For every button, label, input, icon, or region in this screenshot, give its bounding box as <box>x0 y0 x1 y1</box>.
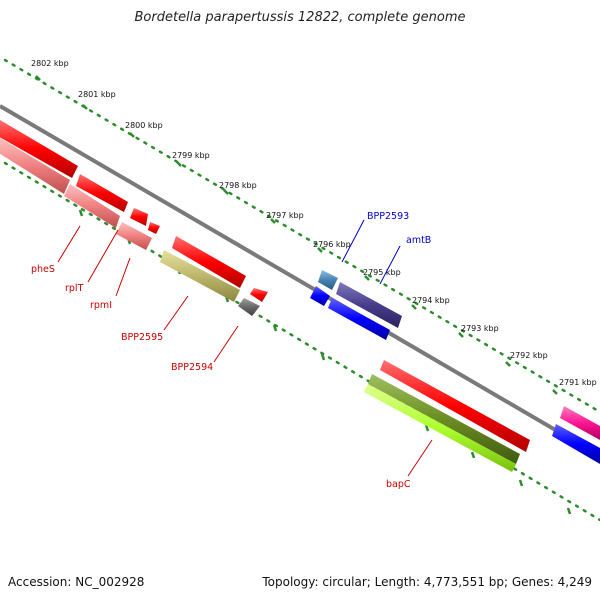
gene-bapC-arrow <box>380 360 530 452</box>
label-pheS: pheS <box>31 264 55 275</box>
accession-text: Accession: NC_002928 <box>8 575 145 589</box>
gene-blue-long <box>328 298 390 340</box>
gene-small-red-1 <box>130 208 148 226</box>
scale-label-2792: 2792 kbp <box>510 351 548 360</box>
gene-red-2795 <box>250 288 268 302</box>
gene-amtB-arrow <box>336 282 402 328</box>
gene-blue-small <box>310 286 330 306</box>
gene-olive-arrow <box>368 374 520 464</box>
gene-red-2796 <box>172 236 246 288</box>
scale-ticks <box>35 75 558 395</box>
scale-label-2791: 2791 kbp <box>559 378 597 387</box>
scale-label-2802: 2802 kbp <box>31 59 69 68</box>
gene-blue-right <box>552 424 600 464</box>
label-rplT: rplT <box>65 283 84 294</box>
gene-lime-arrow <box>364 384 516 472</box>
gene-salmon-3 <box>116 222 152 250</box>
scale-label-2799: 2799 kbp <box>172 151 210 160</box>
topology-text: Topology: circular; Length: 4,773,551 bp… <box>262 575 592 589</box>
scale-label-2798: 2798 kbp <box>219 181 257 190</box>
genome-backbone <box>0 104 600 458</box>
gene-salmon-1 <box>0 138 70 194</box>
scale-label-2801: 2801 kbp <box>78 90 116 99</box>
label-bapC: bapC <box>386 479 411 490</box>
gene-rplT-arrow <box>76 174 128 212</box>
gene-small-red-2 <box>148 222 160 234</box>
label-BPP2595: BPP2595 <box>121 332 163 343</box>
gene-BPP2594-arrow <box>238 298 260 316</box>
label-amtB: amtB <box>406 235 431 246</box>
gene-pheS-arrow <box>0 120 78 178</box>
gene-BPP2595-arrow <box>160 250 240 302</box>
label-BPP2593: BPP2593 <box>367 211 409 222</box>
inner-ticks <box>78 209 572 515</box>
scale-label-2794: 2794 kbp <box>412 296 450 305</box>
gene-magenta-arrow <box>560 406 600 440</box>
scale-label-2795: 2795 kbp <box>363 268 401 277</box>
scale-label-2800: 2800 kbp <box>125 121 163 130</box>
gene-BPP2593-arrow <box>318 270 338 290</box>
map-title: Bordetella parapertussis 12822, complete… <box>134 10 466 25</box>
scale-label-2797: 2797 kbp <box>266 211 304 220</box>
scale-label-2793: 2793 kbp <box>461 324 499 333</box>
label-rpmI: rpmI <box>90 300 112 311</box>
leader-lines <box>57 219 433 477</box>
gene-salmon-2 <box>64 184 120 228</box>
label-BPP2594: BPP2594 <box>171 362 213 373</box>
scale-label-2796: 2796 kbp <box>313 240 351 249</box>
scale-dotted-line-outer <box>3 58 600 414</box>
